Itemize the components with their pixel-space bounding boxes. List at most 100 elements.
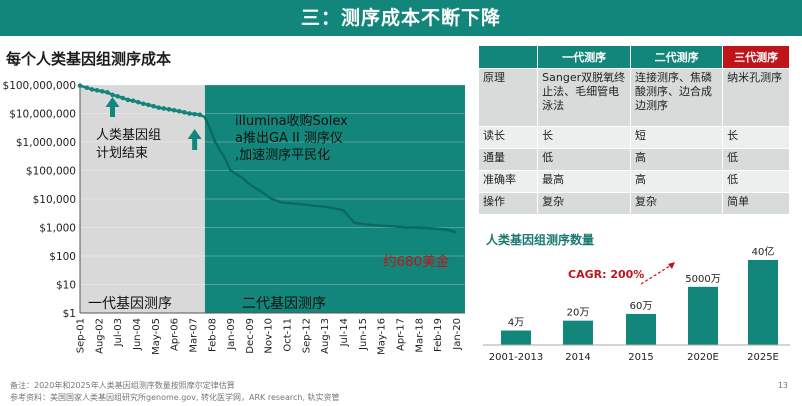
x-tick-label: May-05 <box>151 318 162 355</box>
x-tick-label: Jul-03 <box>113 318 124 347</box>
footnote-note: 备注：2020年和2025年人类基因组测序数量按照摩尔定律估算 <box>10 381 235 390</box>
sequencing-cost-chart: $100,000,000 $10,000,000 $1,000,000 $100,00… <box>3 80 465 355</box>
table-cell: 连接测序、焦磷酸测序、边合成边测序 <box>630 68 724 127</box>
y-tick-label: $100,000,000 <box>3 80 76 92</box>
genome-count-bar-chart: 人类基因组测序数量 4万 2001-2013 20万 2014 60万 2015 5000万 2… <box>483 232 790 363</box>
data-point <box>120 95 126 101</box>
x-tick-label: Jan-09 <box>226 318 237 351</box>
page-number: 13 <box>777 381 788 390</box>
bar-data-label: 5000万 <box>685 274 720 285</box>
data-point <box>135 99 141 105</box>
table-cell: 复杂 <box>537 192 632 215</box>
bar-category-label: 2025E <box>747 352 779 363</box>
table-cell: 短 <box>630 126 724 149</box>
table-cell: 纳米孔测序 <box>722 68 790 127</box>
table-cell: 高 <box>630 148 724 171</box>
annotation-line: illumina收购Solex <box>235 113 348 129</box>
bar <box>688 286 718 345</box>
bar <box>563 320 593 345</box>
data-point <box>197 112 203 118</box>
table-cell: 长 <box>537 126 632 149</box>
table-row: 原理 Sanger双脱氧终止法、毛细管电泳法 连接测序、焦磷酸测序、边合成边测序… <box>477 68 790 127</box>
data-point <box>166 107 172 112</box>
annotation-line: 计划结束 <box>96 146 148 161</box>
table-cell: 低 <box>722 170 790 193</box>
final-cost-annotation: 约680美金 <box>383 254 450 270</box>
x-tick-label: Sep-01 <box>76 318 87 353</box>
table-cell: 准确率 <box>477 170 539 193</box>
data-point <box>77 83 83 88</box>
x-tick-label: Apr-06 <box>170 318 181 351</box>
cagr-arrow-head <box>668 262 675 269</box>
page-banner: 三：测序成本不断下降 <box>0 0 802 36</box>
data-point <box>94 88 100 93</box>
data-point <box>110 92 115 98</box>
annotation-line: 人类基因组 <box>96 128 161 143</box>
y-tick-label: $1,000 <box>39 223 76 235</box>
data-point <box>125 97 131 103</box>
data-point <box>84 85 90 91</box>
gen2-region-label: 二代基因测序 <box>242 295 326 312</box>
footnote-sources: 参考资料：美国国家人类基因组研究所genome.gov, 转化医学网，ARK r… <box>10 393 340 402</box>
table-cell: 复杂 <box>630 192 724 215</box>
x-tick-label: Aug-02 <box>94 318 105 354</box>
bar-category-label: 2015 <box>628 352 653 363</box>
y-tick-label: $1,000,000 <box>16 137 76 149</box>
table-header-gen2: 二代测序 <box>630 45 724 69</box>
x-tick-label: Sep-12 <box>301 318 312 353</box>
y-tick-label: $1 <box>63 308 76 320</box>
data-point <box>161 106 167 111</box>
x-tick-label: Apr-17 <box>395 318 406 351</box>
bar <box>501 330 531 345</box>
data-point <box>141 101 146 107</box>
x-tick-label: Aug-13 <box>320 318 331 354</box>
data-point <box>192 111 197 117</box>
arrow-shaft <box>192 138 198 150</box>
arrow-head <box>187 129 202 139</box>
table-cell: 操作 <box>477 192 539 215</box>
x-tick-label: Mar-07 <box>188 318 199 353</box>
hgp-end-annotation: 人类基因组计划结束 <box>96 128 161 161</box>
y-tick-label: $10,000 <box>33 194 76 206</box>
x-tick-label: Jun-15 <box>358 318 369 351</box>
annotation-line: ,加速测序平民化 <box>235 148 330 163</box>
data-point <box>130 98 136 104</box>
x-tick-label: Jan-20 <box>452 318 463 351</box>
cagr-arrow-line <box>640 263 674 285</box>
cost-series-line-gen2 <box>203 116 457 234</box>
bar <box>626 313 656 345</box>
table-row: 通量 低 高 低 <box>477 148 790 171</box>
table-cell: 最高 <box>537 170 632 193</box>
y-tick-label: $10,000,000 <box>9 109 76 121</box>
table-header-corner <box>477 45 539 69</box>
data-point <box>115 94 120 99</box>
table-cell: 高 <box>630 170 724 193</box>
table-cell: 低 <box>722 148 790 171</box>
x-tick-label: Nov-10 <box>264 318 275 354</box>
bar <box>748 260 778 345</box>
data-point <box>156 105 162 110</box>
bar-data-label: 40亿 <box>752 245 775 258</box>
x-tick-label: Oct-11 <box>283 318 294 352</box>
bar-data-label: 4万 <box>508 318 524 329</box>
data-point <box>176 108 182 114</box>
annotation-line: a推出GA II 测序仪 <box>235 131 343 146</box>
hgp-end-arrow <box>105 97 120 117</box>
arrow-shaft <box>110 106 116 117</box>
data-point <box>187 111 192 116</box>
table-row: 操作 复杂 复杂 简单 <box>477 192 790 215</box>
table-header-gen3: 三代测序 <box>722 45 790 69</box>
bar-chart-title: 人类基因组测序数量 <box>486 232 594 247</box>
data-point <box>89 87 95 92</box>
y-tick-label: $100 <box>49 251 76 263</box>
x-tick-label: Jul-14 <box>339 318 350 347</box>
table-row: 读长 长 短 长 <box>477 126 790 149</box>
data-point <box>105 90 110 95</box>
data-point <box>151 103 156 109</box>
bar-category-label: 2001-2013 <box>489 352 544 363</box>
bar-data-label: 60万 <box>630 301 653 312</box>
data-point <box>171 107 177 113</box>
x-tick-label: Jun-04 <box>132 318 143 351</box>
x-tick-label: Feb-08 <box>207 318 218 352</box>
x-tick-label: Mar-18 <box>414 318 425 353</box>
